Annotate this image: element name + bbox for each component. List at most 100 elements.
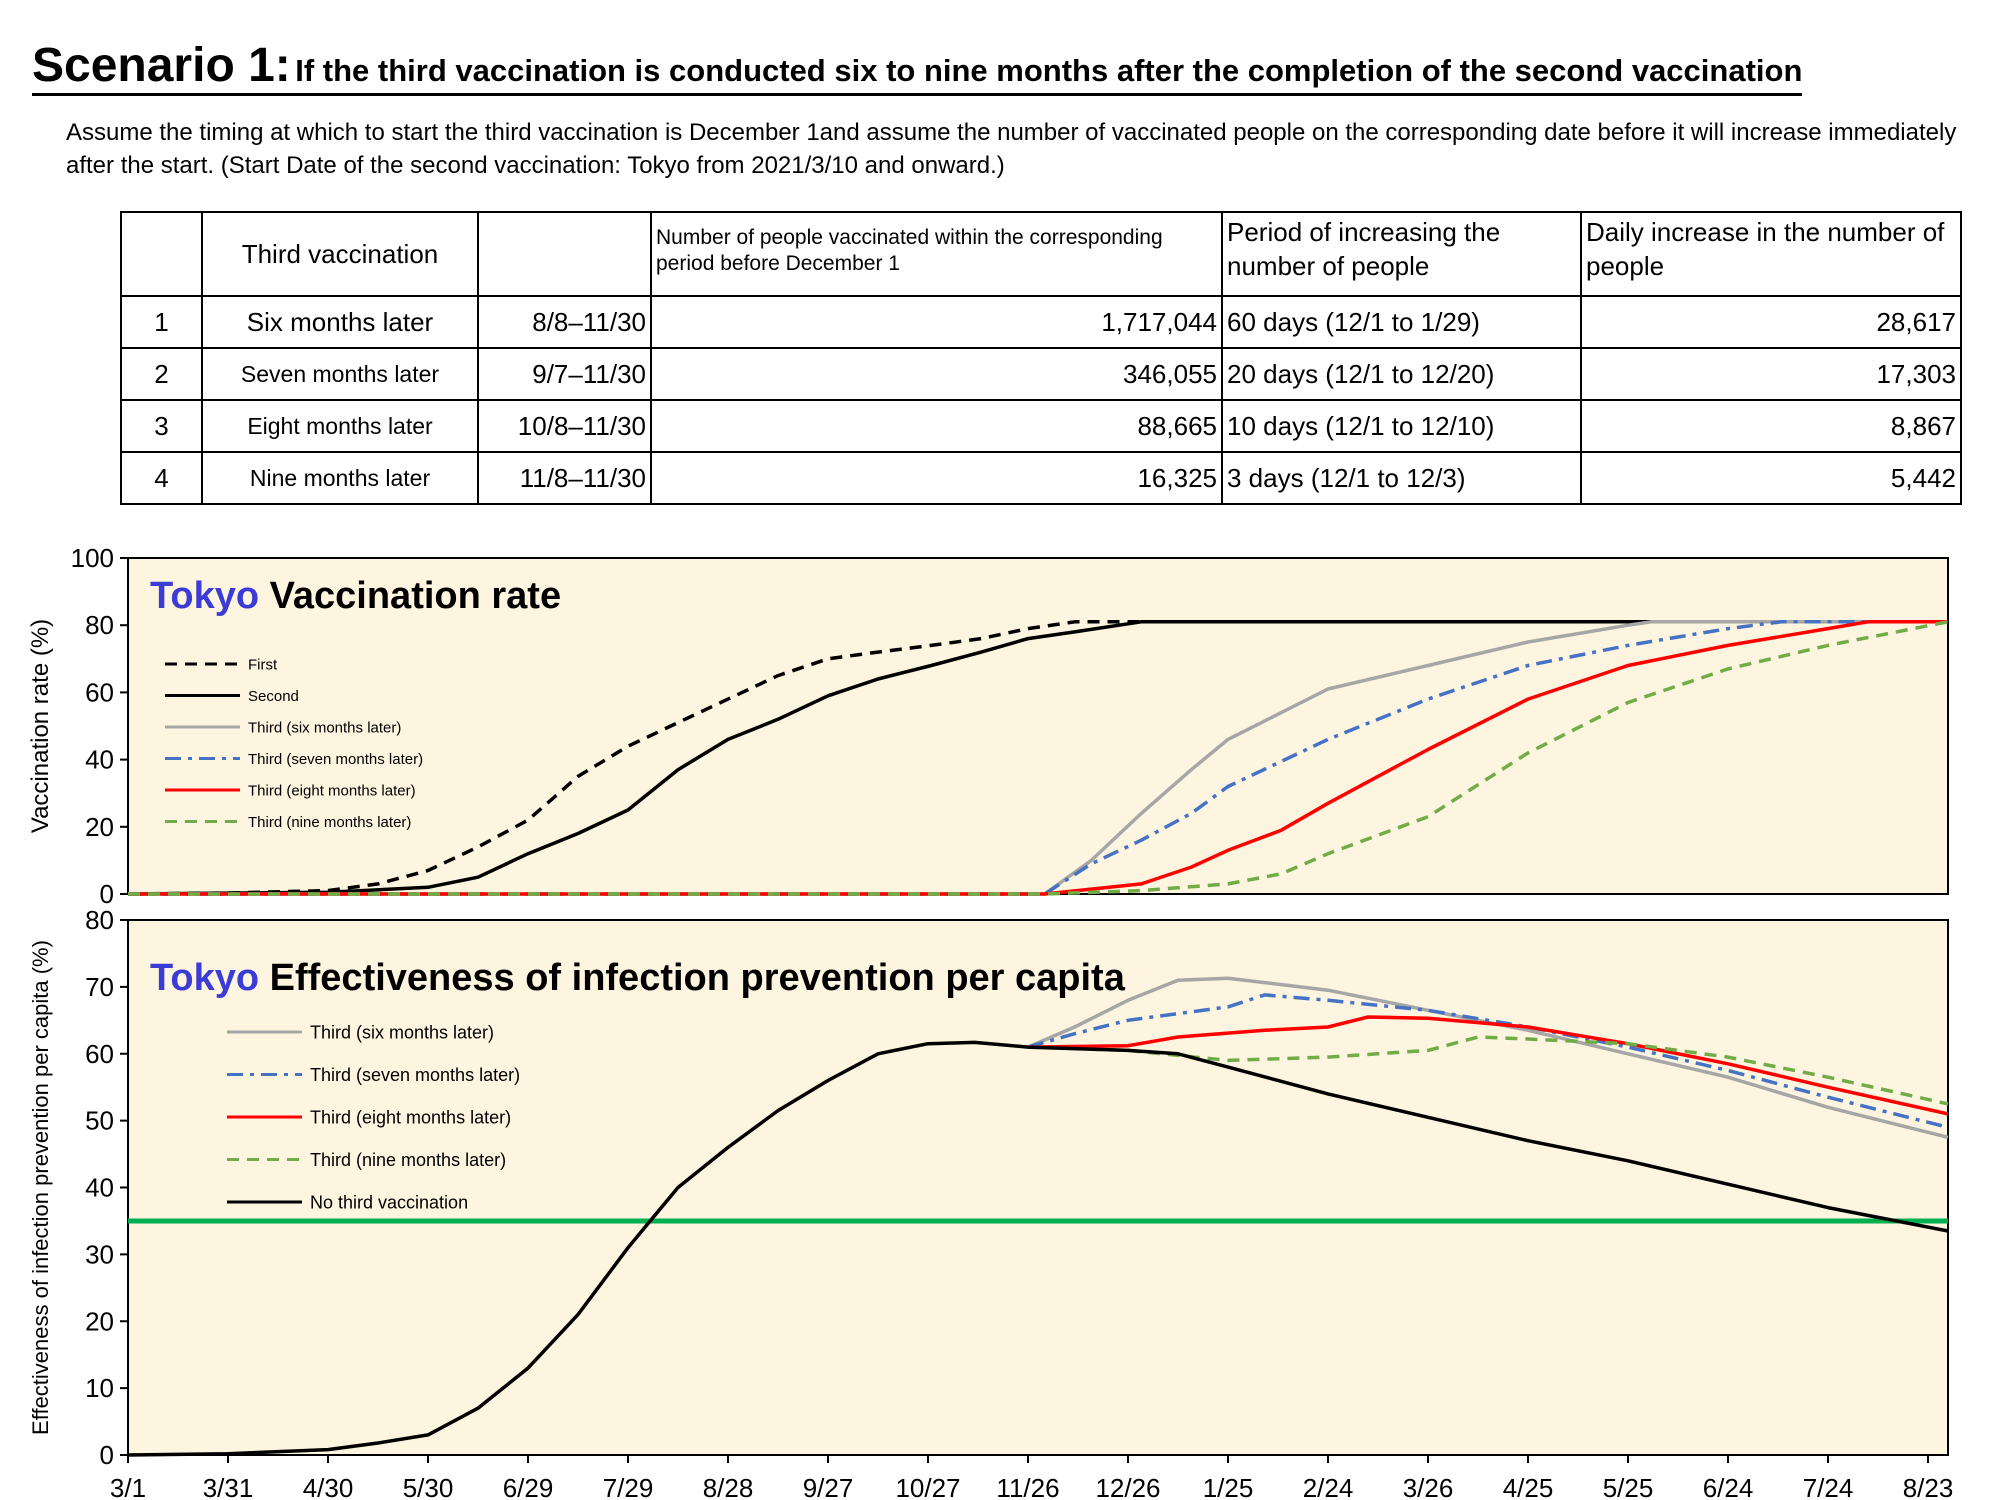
y-axis-label: Vaccination rate (%) — [27, 619, 54, 833]
series-line — [1027, 1015, 1949, 1116]
table-cell: 88,665 — [650, 399, 1223, 453]
y-tick-label: 0 — [100, 879, 114, 909]
y-tick-label: 10 — [85, 1373, 114, 1403]
header-cell — [120, 211, 203, 297]
legend-label: Third (eight months later) — [248, 782, 416, 799]
legend-label: First — [248, 656, 278, 673]
y-tick-label: 40 — [85, 1173, 114, 1203]
table-cell: Seven months later — [201, 347, 479, 401]
table-header-row: Third vaccination Number of people vacci… — [120, 211, 1962, 297]
y-tick-label: 60 — [85, 1039, 114, 1069]
table-cell: 10/8–11/30 — [477, 399, 652, 453]
table-cell: Eight months later — [201, 399, 479, 453]
table-cell: 1 — [120, 295, 203, 349]
chart-title: Tokyo Vaccination rate — [150, 575, 561, 617]
plot-area — [127, 557, 1949, 895]
chart-title-text: Effectiveness of infection prevention pe… — [270, 957, 1126, 999]
table-cell: 5,442 — [1580, 451, 1962, 505]
legend-label: Third (seven months later) — [310, 1065, 520, 1085]
y-tick-label: 80 — [85, 905, 114, 935]
series-line — [128, 620, 1948, 896]
series-line — [128, 620, 1948, 896]
description: Assume the timing at which to start the … — [66, 119, 1957, 179]
series-line — [1027, 993, 1949, 1129]
header-cell: Number of people vaccinated within the c… — [650, 211, 1223, 297]
table-cell: 346,055 — [650, 347, 1223, 401]
y-axis-label: Effectiveness of infection prevention pe… — [28, 940, 53, 1435]
y-tick-label: 50 — [85, 1106, 114, 1136]
title-subtitle: If the third vaccination is conducted si… — [295, 53, 1803, 88]
x-tick-label: 4/30 — [303, 1473, 354, 1500]
series-line — [1027, 976, 1949, 1139]
chart-title-prefix: Tokyo — [150, 575, 270, 617]
y-tick-label: 0 — [100, 1440, 114, 1470]
table-cell: 3 days (12/1 to 12/3) — [1221, 451, 1582, 505]
chart-title: Tokyo Effectiveness of infection prevent… — [150, 957, 1126, 999]
table-cell: Nine months later — [201, 451, 479, 505]
y-tick-label: 20 — [85, 812, 114, 842]
x-tick-label: 9/27 — [803, 1473, 854, 1500]
y-tick-label: 100 — [71, 543, 114, 573]
table-row: 2 Seven months later 9/7–11/30 346,055 2… — [120, 347, 1962, 401]
legend-label: Third (six months later) — [310, 1022, 494, 1042]
plot-area — [127, 919, 1949, 1456]
legend-label: Third (six months later) — [248, 719, 401, 736]
header-cell: Third vaccination — [201, 211, 479, 297]
table-cell: 3 — [120, 399, 203, 453]
y-tick-label: 40 — [85, 745, 114, 775]
header-cell: Period of increasing the number of peopl… — [1221, 211, 1582, 297]
table-row: 3 Eight months later 10/8–11/30 88,665 1… — [120, 399, 1962, 453]
x-tick-label: 1/25 — [1203, 1473, 1254, 1500]
x-tick-label: 11/26 — [996, 1473, 1059, 1500]
series-line — [127, 620, 1948, 896]
scenario-table: Third vaccination Number of people vacci… — [120, 211, 1962, 505]
y-tick-label: 60 — [85, 677, 114, 707]
table-cell: 20 days (12/1 to 12/20) — [1221, 347, 1582, 401]
x-tick-label: 8/28 — [703, 1473, 754, 1500]
page-title: Scenario 1: If the third vaccination is … — [32, 39, 1803, 96]
x-tick-label: 7/24 — [1803, 1473, 1854, 1500]
header-cell: Daily increase in the number of people — [1580, 211, 1962, 297]
table-cell: 10 days (12/1 to 12/10) — [1221, 399, 1582, 453]
x-tick-label: 6/24 — [1703, 1473, 1754, 1500]
table-cell: 16,325 — [650, 451, 1223, 505]
x-tick-label: 10/27 — [895, 1473, 960, 1500]
legend-label: Third (nine months later) — [248, 814, 411, 831]
x-tick-label: 2/24 — [1303, 1473, 1354, 1500]
table-row: 1 Six months later 8/8–11/30 1,717,044 6… — [120, 295, 1962, 349]
table-cell: 60 days (12/1 to 1/29) — [1221, 295, 1582, 349]
x-tick-label: 4/25 — [1503, 1473, 1554, 1500]
legend-label: Second — [248, 688, 299, 705]
x-tick-label: 5/30 — [403, 1473, 454, 1500]
table-cell: 11/8–11/30 — [477, 451, 652, 505]
x-tick-label: 3/31 — [203, 1473, 254, 1500]
legend-label: Third (seven months later) — [248, 751, 423, 768]
table-cell: 1,717,044 — [650, 295, 1223, 349]
x-tick-label: 3/1 — [110, 1473, 146, 1500]
y-tick-label: 20 — [85, 1306, 114, 1336]
table-cell: 17,303 — [1580, 347, 1962, 401]
x-tick-label: 5/25 — [1603, 1473, 1654, 1500]
chart-title-prefix: Tokyo — [150, 957, 270, 999]
table-row: 4 Nine months later 11/8–11/30 16,325 3 … — [120, 451, 1962, 505]
y-tick-label: 80 — [85, 610, 114, 640]
series-line — [128, 620, 1949, 896]
x-tick-label: 8/23 — [1903, 1473, 1954, 1500]
series-line — [128, 620, 1948, 896]
x-tick-label: 3/26 — [1403, 1473, 1454, 1500]
table-cell: 9/7–11/30 — [477, 347, 652, 401]
legend-label: No third vaccination — [310, 1192, 468, 1212]
series-line — [127, 620, 1948, 896]
x-tick-label: 12/26 — [1095, 1473, 1160, 1500]
table-cell: 4 — [120, 451, 203, 505]
title-scenario: Scenario 1: — [32, 39, 291, 92]
table-cell: 2 — [120, 347, 203, 401]
y-tick-label: 70 — [85, 972, 114, 1002]
table-cell: 8,867 — [1580, 399, 1962, 453]
legend-label: Third (nine months later) — [310, 1150, 506, 1170]
series-line — [127, 1040, 1949, 1457]
table-cell: 8/8–11/30 — [477, 295, 652, 349]
x-tick-label: 6/29 — [503, 1473, 554, 1500]
table-cell: 28,617 — [1580, 295, 1962, 349]
